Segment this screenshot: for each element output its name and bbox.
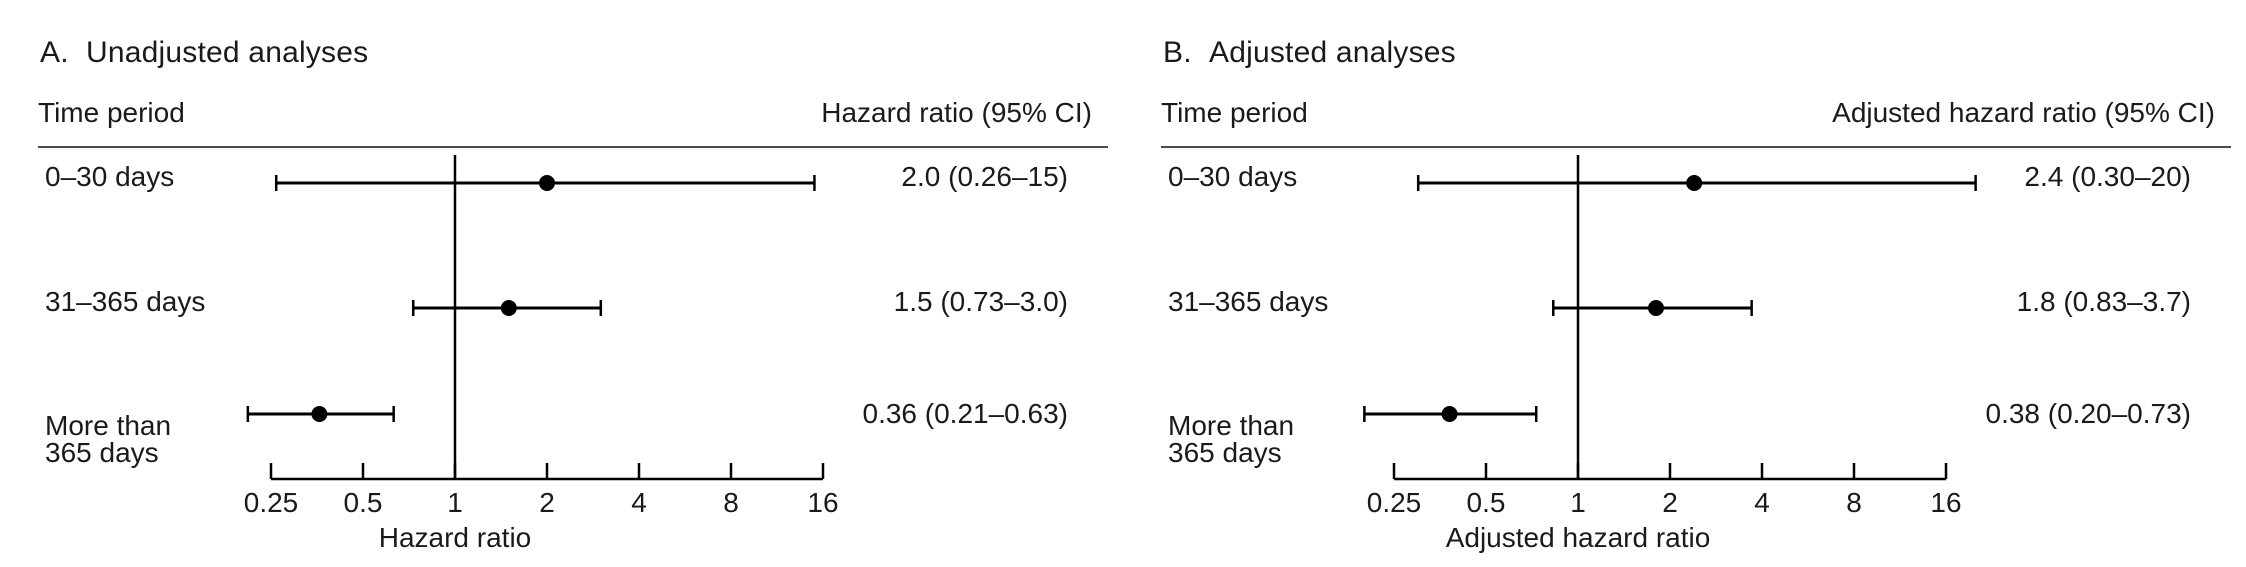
- row-label: 31–365 days: [1168, 286, 1329, 317]
- axis-tick-label: 8: [1846, 487, 1862, 518]
- axis-tick-label: 2: [1662, 487, 1678, 518]
- axis-tick-label: 16: [807, 487, 838, 518]
- row-label-line: 365 days: [45, 437, 159, 468]
- row-label-line: More than: [45, 410, 172, 441]
- panel-letter: B.: [1163, 36, 1192, 69]
- axis-tick-label: 4: [1754, 487, 1770, 518]
- axis-tick-label: 8: [723, 487, 739, 518]
- column-header-hazard-ratio: Hazard ratio (95% CI): [821, 97, 1092, 128]
- panel-unadjusted: A. Unadjusted analyses Time period Hazard…: [38, 36, 1108, 553]
- row-value: 2.4 (0.30–20): [2024, 161, 2191, 192]
- row-value: 2.0 (0.26–15): [901, 161, 1068, 192]
- point-estimate-marker: [311, 406, 328, 422]
- x-axis-label: Hazard ratio: [378, 522, 532, 553]
- panel-title: B. Adjusted analyses: [1163, 36, 1456, 70]
- row-label: 0–30 days: [1168, 161, 1298, 192]
- point-estimate-marker: [539, 175, 555, 191]
- axis-tick-label: 1: [447, 487, 463, 518]
- panel-title-text: Adjusted analyses: [1209, 36, 1456, 69]
- row-label: 0–30 days: [45, 161, 175, 192]
- row-value: 1.5 (0.73–3.0): [893, 286, 1068, 317]
- point-estimate-marker: [1648, 300, 1665, 316]
- row-value: 1.8 (0.83–3.7): [2016, 286, 2191, 317]
- point-estimate-marker: [1441, 406, 1458, 422]
- axis-tick-label: 0.25: [244, 487, 299, 518]
- axis-tick-label: 0.5: [1467, 487, 1506, 518]
- x-axis-label: Adjusted hazard ratio: [1445, 522, 1711, 553]
- row-label-line: More than: [1168, 410, 1295, 441]
- point-estimate-marker: [1686, 175, 1703, 191]
- row-label: More than 365 days: [1168, 410, 1295, 468]
- axis-tick-label: 0.25: [1367, 487, 1422, 518]
- panel-adjusted: B. Adjusted analyses Time period Adjusted…: [1123, 0, 2246, 567]
- panel-letter: A.: [40, 36, 69, 69]
- row-label: More than 365 days: [45, 410, 172, 468]
- forest-plot-canvas: 0.25 0.5 1 2 4 8 16: [244, 155, 839, 518]
- row-value: 0.36 (0.21–0.63): [862, 398, 1069, 429]
- axis-tick-label: 16: [1930, 487, 1961, 518]
- axis-tick-label: 2: [539, 487, 555, 518]
- panel-title-text: Unadjusted analyses: [86, 36, 369, 69]
- row-label: 31–365 days: [45, 286, 206, 317]
- header-rule: [1161, 146, 2231, 148]
- axis-tick-label: 0.5: [344, 487, 383, 518]
- point-estimate-marker: [500, 300, 517, 316]
- column-header-adjusted-hazard-ratio: Adjusted hazard ratio (95% CI): [1832, 97, 2215, 128]
- panel-title: A. Unadjusted analyses: [40, 36, 368, 70]
- column-header-time-period: Time period: [38, 97, 185, 128]
- forest-plot-canvas: 0.25 0.5 1 2 4 8 16: [1363, 155, 1977, 518]
- axis-tick-label: 4: [631, 487, 647, 518]
- axis-tick-label: 1: [1570, 487, 1586, 518]
- header-rule: [38, 146, 1108, 148]
- column-header-time-period: Time period: [1161, 97, 1308, 128]
- row-label-line: 365 days: [1168, 437, 1282, 468]
- row-value: 0.38 (0.20–0.73): [1985, 398, 2192, 429]
